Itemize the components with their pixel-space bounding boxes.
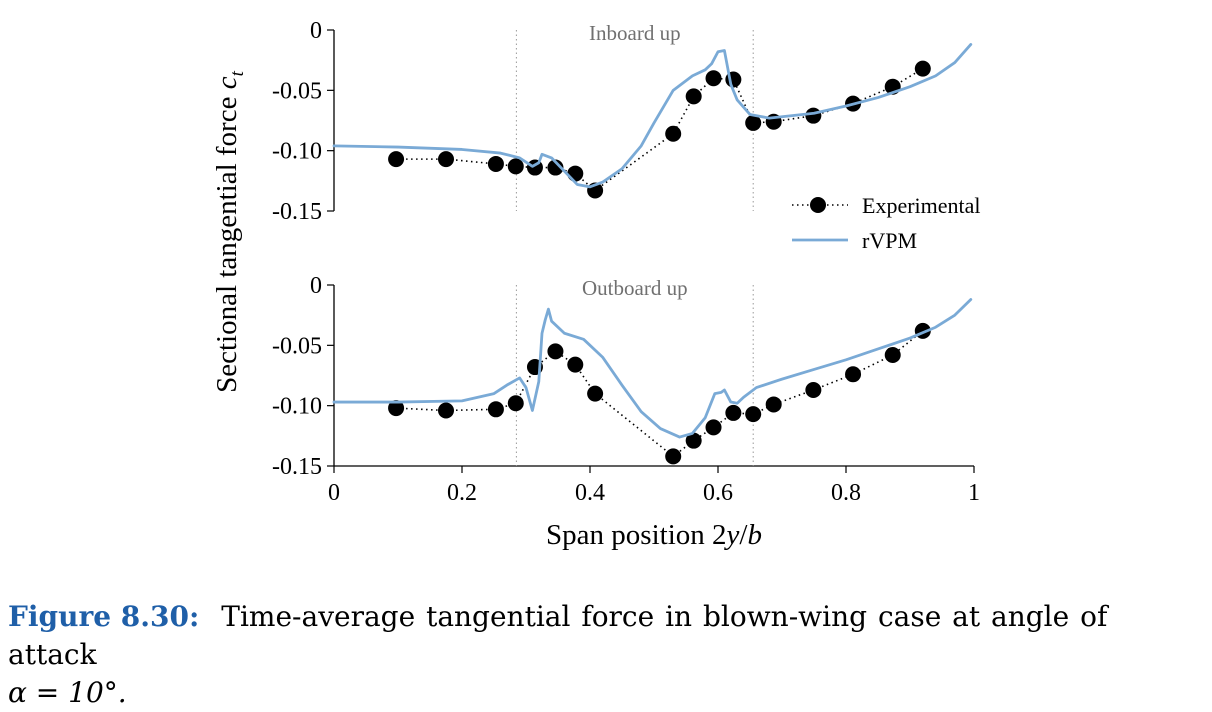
data-point <box>685 432 702 449</box>
y-tick-label: -0.10 <box>272 139 322 165</box>
y-tick-label: -0.05 <box>272 78 322 104</box>
y-axis-label: Sectional tangential force ct <box>211 70 248 392</box>
data-point <box>805 107 822 124</box>
x-axis-label: Span position 2y/b <box>546 519 762 551</box>
y-axis-label-sub: t <box>227 70 248 76</box>
x-tick-label: 0.6 <box>703 480 733 506</box>
panel-inboard-up: 0 -0.05 -0.10 -0.15 Inboard up <box>272 18 973 225</box>
caption-text: Time-average tangential force in blown-w… <box>8 600 1108 671</box>
data-point <box>705 70 722 87</box>
data-point <box>567 356 584 373</box>
data-point <box>487 401 504 418</box>
data-point <box>725 404 742 421</box>
data-point <box>665 448 682 465</box>
data-point <box>438 402 454 419</box>
data-point <box>587 385 604 402</box>
series-line-experimental <box>396 67 924 192</box>
y-tick-label: -0.10 <box>272 394 322 420</box>
data-point <box>685 88 702 105</box>
y-tick-label: 0 <box>310 273 322 299</box>
data-point <box>388 151 405 168</box>
x-tick-label: 0.8 <box>831 480 861 506</box>
data-point <box>845 366 862 383</box>
series-line-experimental <box>396 330 924 458</box>
data-point <box>507 395 524 412</box>
y-axis-label-text: Sectional tangential force <box>211 89 243 393</box>
data-point <box>805 381 822 398</box>
legend-label-experimental: Experimental <box>862 193 981 218</box>
figure: 0 -0.05 -0.10 -0.15 Inboard up 0 -0.05 -0.10 -0… <box>211 18 981 551</box>
data-point <box>745 114 762 131</box>
x-tick-label: 1 <box>968 480 980 506</box>
panel-title: Inboard up <box>589 21 681 45</box>
panel-title: Outboard up <box>582 276 688 300</box>
x-tick-label: 0.4 <box>575 480 605 506</box>
legend-marker-experimental <box>810 197 826 213</box>
legend: Experimental rVPM <box>792 193 981 253</box>
data-point <box>765 396 782 413</box>
x-tick-label: 0 <box>328 480 340 506</box>
data-point <box>487 155 504 172</box>
y-tick-label: -0.15 <box>272 199 322 225</box>
y-tick-label: 0 <box>310 18 322 44</box>
data-point <box>547 343 564 360</box>
data-point <box>567 165 584 182</box>
data-point <box>507 158 524 175</box>
y-axis-label-var: c <box>211 76 243 89</box>
caption-equation: α = 10°. <box>8 676 127 709</box>
series-line-rvpm <box>332 298 973 439</box>
y-tick-label: -0.15 <box>272 454 322 480</box>
caption-label: Figure 8.30: <box>8 600 200 633</box>
legend-label-rvpm: rVPM <box>862 228 917 253</box>
series-line-rvpm <box>332 43 973 189</box>
data-point <box>914 60 931 77</box>
data-point <box>388 400 405 417</box>
y-tick-label: -0.05 <box>272 333 322 359</box>
data-point <box>438 151 454 168</box>
data-point <box>745 406 762 423</box>
data-point <box>705 419 722 436</box>
data-point <box>884 346 901 363</box>
figure-caption: Figure 8.30: Time-average tangential forc… <box>8 598 1198 712</box>
data-point <box>547 159 564 176</box>
data-point <box>665 125 682 142</box>
x-tick-label: 0.2 <box>447 480 477 506</box>
